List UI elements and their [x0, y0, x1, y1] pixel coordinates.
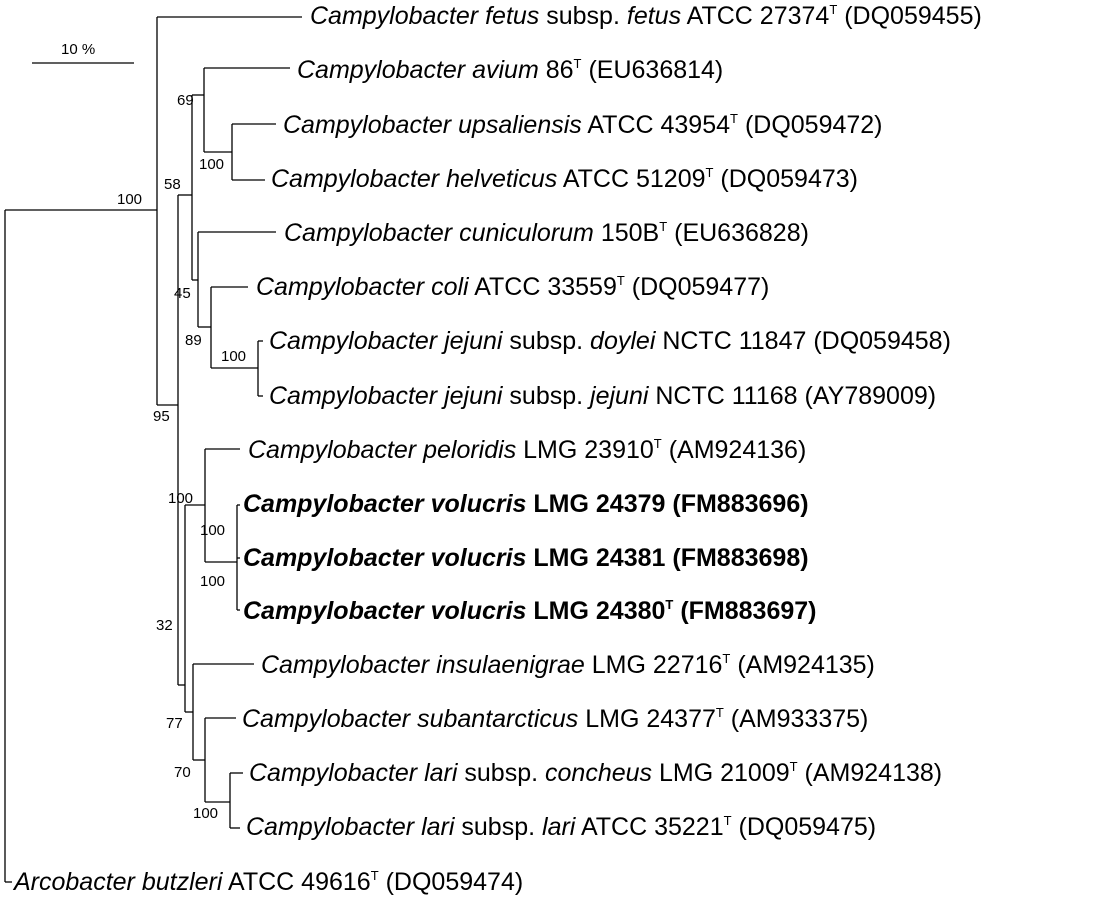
taxon-label-avium: Campylobacter avium 86T (EU636814): [297, 56, 724, 84]
bootstrap-upper-group: 58: [164, 176, 181, 193]
taxon-label-volucris-24380: Campylobacter volucris LMG 24380T (FM883…: [243, 597, 817, 625]
bootstrap-cuniculorum-node: 45: [174, 285, 191, 302]
bootstrap-insulaenigrae-lari: 77: [166, 715, 183, 732]
bootstrap-peloridis-volucris: 100: [168, 490, 194, 507]
taxon-label-helveticus: Campylobacter helveticus ATCC 51209T (DQ…: [271, 165, 858, 193]
bootstrap-ups-helv: 100: [199, 156, 225, 173]
taxon-label-subantarcticus: Campylobacter subantarcticus LMG 24377T …: [242, 705, 869, 733]
bootstrap-root: 100: [117, 191, 143, 208]
taxon-label-lari-lari: Campylobacter lari subsp. lari ATCC 3522…: [246, 813, 877, 841]
bootstrap-lari-pair: 100: [193, 805, 219, 822]
bootstrap-avium-group: 69: [177, 92, 194, 109]
bootstrap-jejuni-pair: 100: [221, 348, 247, 365]
taxon-label-arcobacter-butzleri: Arcobacter butzleri ATCC 49616T (DQ05947…: [14, 868, 524, 896]
taxon-label-coli: Campylobacter coli ATCC 33559T (DQ059477…: [256, 273, 770, 301]
bootstrap-main-clade: 95: [153, 408, 170, 425]
bootstrap-volucris-24379: 100: [200, 522, 226, 539]
taxon-label-volucris-24379: Campylobacter volucris LMG 24379 (FM8836…: [243, 490, 809, 518]
bootstrap-subantarcticus-lari: 70: [174, 764, 191, 781]
taxon-label-cuniculorum: Campylobacter cuniculorum 150BT (EU63682…: [284, 219, 809, 247]
taxon-label-volucris-24381: Campylobacter volucris LMG 24381 (FM8836…: [243, 544, 809, 572]
taxon-label-fetus: Campylobacter fetus subsp. fetus ATCC 27…: [310, 2, 982, 30]
taxon-label-insulaenigrae: Campylobacter insulaenigrae LMG 22716T (…: [261, 651, 875, 679]
taxon-label-jejuni-jejuni: Campylobacter jejuni subsp. jejuni NCTC …: [269, 382, 937, 410]
taxon-label-upsaliensis: Campylobacter upsaliensis ATCC 43954T (D…: [283, 111, 883, 139]
bootstrap-coli-jejuni: 89: [185, 332, 202, 349]
taxon-label-peloridis: Campylobacter peloridis LMG 23910T (AM92…: [248, 436, 807, 464]
bootstrap-volucris-pair: 100: [200, 573, 226, 590]
bootstrap-lower-group: 32: [156, 617, 173, 634]
scale-bar-label: 10 %: [61, 41, 96, 58]
taxon-label-lari-concheus: Campylobacter lari subsp. concheus LMG 2…: [249, 759, 943, 787]
taxon-label-jejuni-doylei: Campylobacter jejuni subsp. doylei NCTC …: [269, 327, 951, 355]
